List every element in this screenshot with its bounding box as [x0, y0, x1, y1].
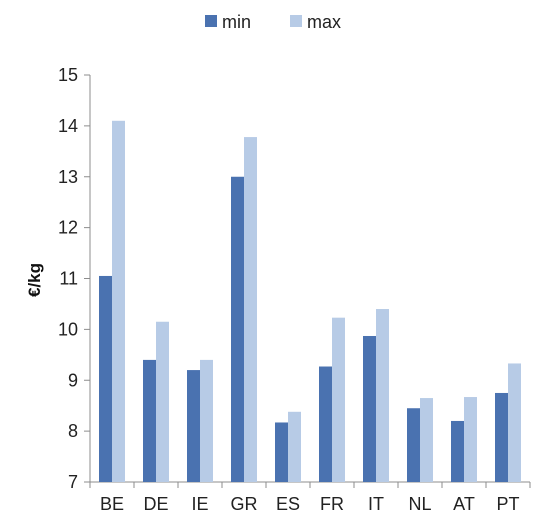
bar-min-de [143, 359, 156, 482]
x-tick-label: ES [276, 494, 300, 514]
x-tick-label: NL [408, 494, 431, 514]
x-axis: BE DE IE GR ES FR IT NL AT PT [89, 481, 531, 514]
bar-min-fr [319, 366, 332, 482]
bar-min-at [451, 420, 464, 482]
x-tick-label: AT [453, 494, 475, 514]
x-tick-label: DE [143, 494, 168, 514]
x-tick-label: BE [100, 494, 124, 514]
y-axis-title: €/kg [25, 263, 44, 297]
x-tick-label: GR [231, 494, 258, 514]
y-tick-label: 12 [58, 218, 78, 238]
bar-max-be [112, 120, 125, 482]
bar-max-it [376, 309, 389, 482]
bar-min-es [275, 422, 288, 482]
y-tick-label: 10 [58, 319, 78, 339]
bar-max-es [288, 411, 301, 482]
bar-series [99, 120, 521, 482]
y-tick-label: 7 [68, 472, 78, 492]
bar-min-pt [495, 392, 508, 482]
bar-max-fr [332, 317, 345, 482]
legend-swatch-max [290, 15, 302, 27]
y-tick-label: 9 [68, 370, 78, 390]
bar-max-at [464, 397, 477, 482]
bar-min-ie [187, 370, 200, 482]
legend-label-min: min [222, 12, 251, 32]
x-tick-label: IT [368, 494, 384, 514]
legend-label-max: max [307, 12, 341, 32]
chart-legend: min max [205, 12, 341, 32]
bar-min-gr [231, 176, 244, 482]
bar-max-pt [508, 363, 521, 482]
y-tick-label: 13 [58, 167, 78, 187]
bar-max-gr [244, 137, 257, 482]
bar-max-nl [420, 398, 433, 482]
legend-swatch-min [205, 15, 217, 27]
x-tick-label: IE [191, 494, 208, 514]
y-tick-label: 11 [59, 269, 78, 289]
y-tick-label: 15 [58, 65, 78, 85]
bar-max-ie [200, 359, 213, 482]
bar-min-be [99, 275, 112, 482]
y-tick-label: 14 [58, 116, 78, 136]
bar-min-it [363, 335, 376, 482]
y-tick-label: 8 [68, 421, 78, 441]
bar-max-de [156, 321, 169, 482]
x-tick-label: PT [496, 494, 519, 514]
bar-min-nl [407, 408, 420, 482]
y-axis: 7 8 9 10 11 12 13 14 15 [58, 65, 91, 492]
x-tick-label: FR [320, 494, 344, 514]
